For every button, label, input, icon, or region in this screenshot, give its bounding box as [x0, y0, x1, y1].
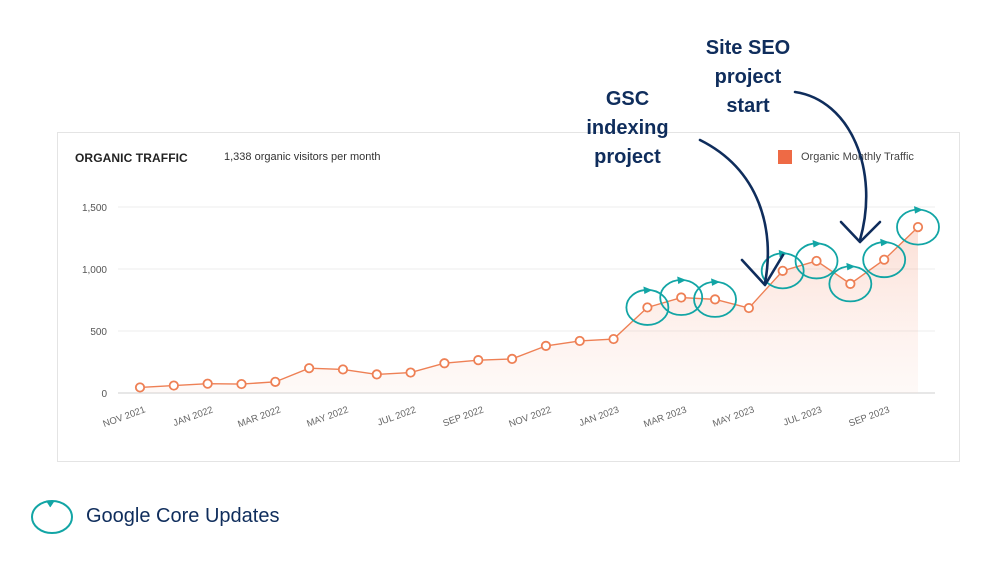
core-updates-legend: Google Core Updates	[30, 496, 279, 536]
data-point[interactable]	[676, 292, 687, 303]
x-tick-label: NOV 2022	[507, 404, 552, 430]
data-point[interactable]	[236, 378, 247, 390]
chart-legend[interactable]: Organic Monthly Traffic	[778, 150, 914, 164]
data-point[interactable]	[777, 265, 788, 276]
legend-swatch	[778, 150, 792, 164]
core-update-marker	[828, 262, 873, 303]
chart-title: ORGANIC TRAFFIC	[75, 151, 188, 165]
y-tick-label: 0	[101, 389, 107, 400]
legend-label: Organic Monthly Traffic	[801, 151, 914, 163]
x-tick-label: SEP 2022	[441, 404, 485, 429]
data-point[interactable]	[743, 302, 754, 314]
data-point[interactable]	[371, 369, 382, 380]
data-point[interactable]	[337, 364, 349, 375]
seo-callout-line-3: start	[726, 95, 770, 117]
core-update-marker	[862, 238, 907, 279]
gsc-callout-arrowhead	[740, 253, 785, 287]
x-tick-label: MAR 2022	[236, 404, 282, 430]
data-point[interactable]	[608, 333, 619, 345]
x-tick-label: JUL 2022	[376, 404, 418, 428]
circle-arrow-icon	[31, 500, 73, 534]
data-point[interactable]	[540, 340, 552, 351]
core-update-marker	[625, 286, 670, 326]
data-point[interactable]	[845, 278, 856, 289]
gsc-callout-line-1: GSC	[605, 88, 650, 110]
data-point[interactable]	[574, 335, 585, 347]
gsc-callout-line-3: project	[594, 146, 661, 168]
data-point[interactable]	[473, 355, 484, 366]
gsc-callout: GSC indexing project	[565, 85, 690, 172]
core-update-marker	[760, 249, 805, 290]
core-update-marker	[693, 278, 737, 318]
gsc-callout-line-2: indexing	[586, 117, 669, 139]
data-point[interactable]	[811, 255, 822, 267]
data-point[interactable]	[304, 363, 315, 374]
data-point[interactable]	[405, 367, 416, 378]
seo-callout: Site SEO project start	[683, 34, 813, 121]
x-tick-label: JAN 2023	[578, 404, 621, 429]
x-tick-label: NOV 2021	[102, 404, 147, 430]
data-point[interactable]	[709, 294, 721, 305]
y-tick-label: 500	[90, 327, 107, 338]
seo-callout-arrowhead	[839, 220, 882, 244]
seo-callout-line-1: Site SEO	[705, 37, 791, 59]
data-point[interactable]	[202, 378, 213, 389]
x-tick-label: MAR 2023	[642, 404, 688, 430]
seo-callout-line-2: project	[714, 66, 782, 88]
data-point[interactable]	[134, 382, 146, 393]
seo-callout-arrow	[793, 90, 868, 242]
y-tick-label: 1,500	[82, 203, 107, 214]
x-tick-label: JUL 2023	[782, 404, 824, 428]
x-tick-label: SEP 2023	[847, 404, 891, 429]
data-point[interactable]	[506, 353, 518, 364]
core-update-marker	[896, 206, 940, 246]
traffic-line	[139, 226, 919, 389]
core-updates-label: Google Core Updates	[86, 504, 280, 527]
y-tick-label: 1,000	[82, 265, 107, 276]
x-tick-label: JAN 2022	[172, 404, 215, 429]
core-update-marker	[794, 239, 839, 280]
data-point[interactable]	[270, 376, 281, 387]
x-tick-label: MAY 2023	[711, 404, 756, 429]
x-tick-label: MAY 2022	[305, 404, 350, 429]
gsc-callout-arrow	[698, 138, 770, 285]
data-point[interactable]	[642, 302, 653, 313]
data-point[interactable]	[439, 358, 450, 369]
data-point[interactable]	[912, 221, 924, 233]
chart-subtitle: 1,338 organic visitors per month	[224, 151, 381, 163]
data-point[interactable]	[879, 254, 890, 265]
core-update-marker	[659, 276, 704, 316]
data-point[interactable]	[168, 380, 179, 391]
traffic-area	[140, 227, 918, 393]
